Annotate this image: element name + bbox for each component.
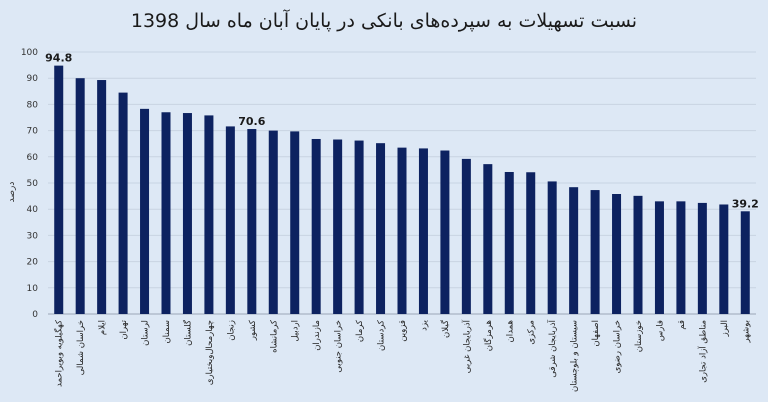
y-tick-label: 30 — [27, 231, 39, 241]
x-tick-label: کهگیلویه وبویراحمد — [54, 319, 65, 387]
x-tick-label: کردستان — [377, 319, 387, 351]
bar — [225, 126, 235, 315]
x-tick-label: مناطق آزاد تجاری — [696, 320, 708, 383]
x-tick-label: خراسان شمالی — [76, 320, 86, 375]
bar — [461, 158, 471, 314]
bar — [247, 129, 257, 314]
bar — [654, 201, 664, 314]
x-tick-label: اصفهان — [591, 320, 601, 347]
x-tick-label: کرمان — [355, 319, 365, 342]
x-tick-label: هرمزگان — [483, 320, 494, 351]
bar — [140, 108, 150, 314]
x-tick-label: سیستان و بلوچستان — [570, 320, 580, 392]
x-tick-label: چهارمحال‌وبختیاری — [205, 320, 215, 385]
x-tick-label: فارس — [655, 320, 665, 341]
data-label: 94.8 — [45, 52, 72, 65]
bar — [75, 78, 85, 314]
chart-title: نسبت تسهیلات به سپرده‌های بانکی در پایان… — [130, 10, 638, 32]
x-tick-label: گلستان — [182, 319, 193, 346]
bar — [612, 194, 622, 314]
y-tick-label: 90 — [27, 74, 39, 84]
bar — [569, 187, 579, 314]
bar — [418, 148, 428, 314]
y-tick-label: 10 — [27, 284, 39, 294]
bar — [526, 172, 536, 314]
bar — [397, 147, 407, 314]
bar — [54, 65, 64, 315]
bar — [633, 195, 643, 314]
x-tick-label: خوزستان — [634, 320, 644, 352]
bar — [676, 201, 686, 314]
x-tick-label: سمنان — [162, 320, 172, 343]
y-tick-label: 50 — [27, 179, 39, 189]
x-tick-label: قزوین — [398, 320, 408, 342]
x-tick-label: مازندران — [312, 320, 322, 351]
y-tick-label: 100 — [21, 48, 38, 58]
bar — [311, 138, 321, 314]
x-tick-label: یزد — [419, 319, 429, 330]
x-tick-label: تهران — [119, 319, 129, 339]
y-tick-label: 70 — [27, 127, 39, 137]
y-tick-label: 80 — [27, 100, 39, 110]
bar — [182, 113, 192, 315]
y-tick-label: 60 — [27, 153, 39, 163]
bar — [719, 204, 729, 314]
bar — [97, 80, 107, 314]
bar — [118, 92, 128, 314]
bar — [440, 150, 450, 314]
bar — [204, 115, 214, 315]
x-tick-label: آذربایجان غربی — [460, 319, 472, 373]
y-tick-label: 40 — [27, 205, 39, 215]
x-tick-label: همدان — [505, 320, 515, 342]
x-tick-label: زنجان — [226, 320, 236, 341]
bar — [504, 171, 514, 314]
bar — [354, 140, 364, 314]
bar — [483, 164, 493, 314]
data-label: 70.6 — [238, 115, 265, 128]
bar — [268, 130, 278, 314]
bar — [333, 139, 343, 314]
x-tick-label: اردبیل — [291, 320, 301, 342]
bar — [290, 131, 300, 314]
x-tick-label: البرز — [720, 320, 730, 337]
x-tick-label: کشور — [248, 319, 258, 341]
x-tick-label: آذربایجان شرقی — [546, 319, 558, 377]
y-tick-label: 0 — [32, 310, 38, 320]
x-tick-label: خراسان رضوی — [613, 320, 623, 373]
x-tick-label: ایلام — [98, 320, 108, 335]
data-label: 39.2 — [732, 197, 759, 210]
x-tick-label: مرکزی — [527, 320, 537, 345]
x-tick-label: گیلان — [440, 319, 451, 338]
x-tick-label: قم — [677, 320, 687, 330]
x-tick-label: کرمانشاه — [269, 319, 279, 353]
bar — [697, 202, 707, 314]
x-tick-label: بوشهر — [741, 320, 751, 344]
bar — [740, 211, 750, 314]
x-tick-label: لرستان — [141, 320, 151, 346]
x-tick-label: خراسان جنوبی — [334, 320, 344, 373]
bar — [376, 143, 386, 314]
bar — [590, 190, 600, 314]
bar — [161, 112, 171, 314]
y-tick-label: 20 — [27, 258, 39, 268]
bar — [547, 181, 557, 314]
